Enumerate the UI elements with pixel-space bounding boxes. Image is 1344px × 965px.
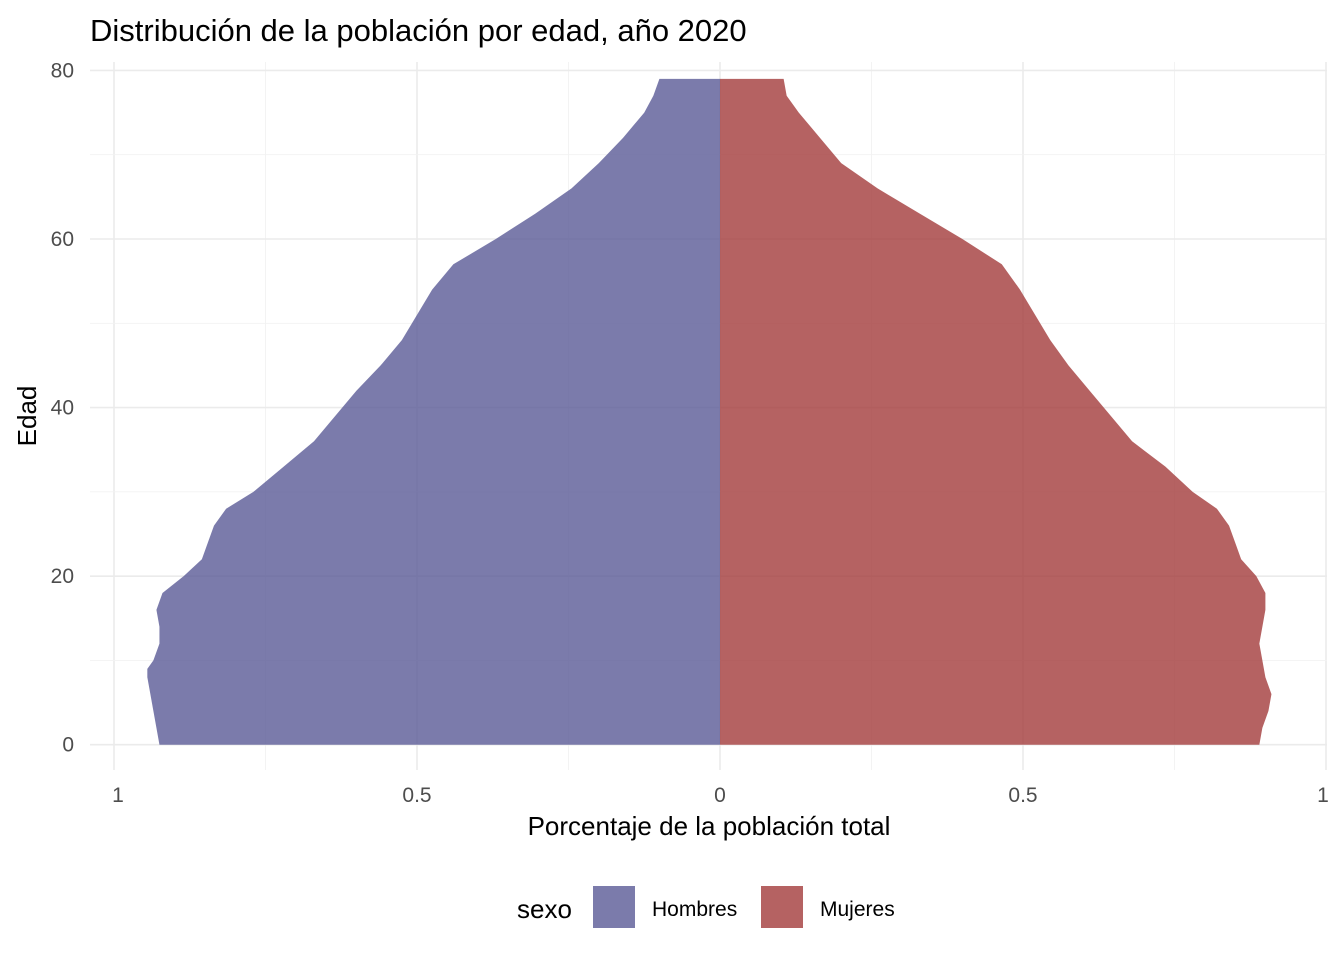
legend-label-mujeres: Mujeres bbox=[820, 898, 895, 921]
y-axis-title: Edad bbox=[12, 386, 42, 447]
legend: sexo Hombres Mujeres bbox=[517, 886, 895, 928]
x-axis-title: Porcentaje de la población total bbox=[528, 811, 891, 841]
y-tick-label: 60 bbox=[51, 228, 74, 251]
x-tick-label: 0 bbox=[714, 784, 726, 807]
area-hombres bbox=[147, 78, 720, 745]
x-tick-label: 0.5 bbox=[1008, 784, 1037, 807]
chart-title: Distribución de la población por edad, a… bbox=[90, 13, 747, 48]
y-tick-label: 20 bbox=[51, 565, 74, 588]
y-axis-ticks: 0 20 40 60 80 bbox=[51, 59, 74, 756]
legend-label-hombres: Hombres bbox=[652, 898, 737, 921]
legend-key-mujeres bbox=[761, 886, 803, 928]
legend-title: sexo bbox=[517, 894, 572, 924]
y-tick-label: 40 bbox=[51, 397, 74, 420]
x-axis-ticks: 1 0.5 0 0.5 1 bbox=[112, 784, 1329, 807]
x-tick-label: 1 bbox=[1317, 784, 1329, 807]
y-tick-label: 0 bbox=[62, 734, 74, 757]
legend-key-hombres bbox=[593, 886, 635, 928]
x-tick-label: 1 bbox=[112, 784, 124, 807]
x-tick-label: 0.5 bbox=[402, 784, 431, 807]
area-mujeres bbox=[720, 78, 1272, 745]
y-tick-label: 80 bbox=[51, 59, 74, 82]
series-areas bbox=[147, 78, 1272, 745]
